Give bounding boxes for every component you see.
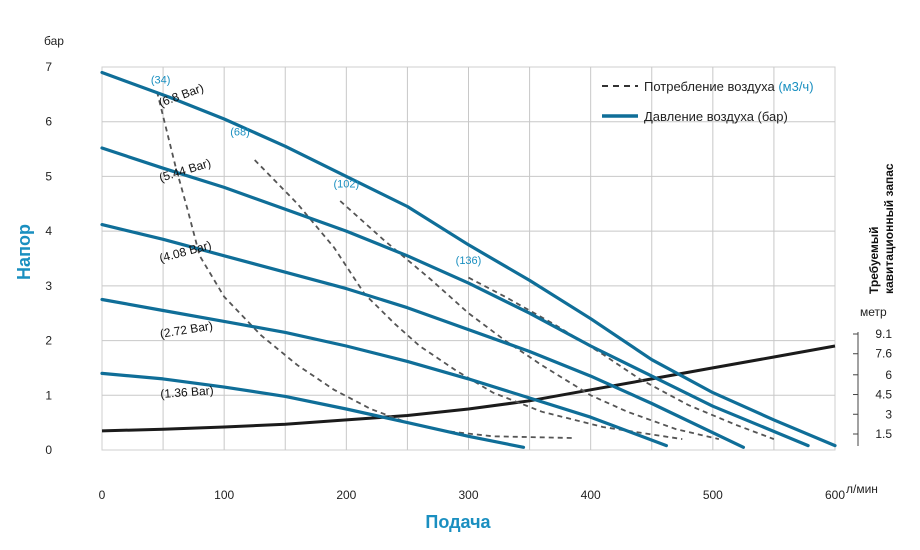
y-axis-title: Напор xyxy=(14,224,34,280)
air-consumption-curve xyxy=(468,276,775,440)
y-tick-label: 5 xyxy=(45,169,52,183)
pressure-curve-label: (2.72 Bar) xyxy=(159,319,214,341)
x-tick-label: 400 xyxy=(581,488,601,502)
x-tick-label: 200 xyxy=(336,488,356,502)
air-consumption-label: (102) xyxy=(333,178,359,190)
pressure-curve-label: (1.36 Bar) xyxy=(160,383,214,401)
pressure-curve xyxy=(100,70,837,448)
legend-air-unit: (м3/ч) xyxy=(778,79,813,94)
npsh-title-line2: кавитационный запас xyxy=(882,163,896,294)
npsh-axis: 9.1 7.6 6 4.5 3 1.5 xyxy=(853,327,892,446)
air-consumption-label: (34) xyxy=(151,74,171,86)
legend: Потребление воздуха (м3/ч) Давление возду… xyxy=(602,79,814,124)
x-unit-label: л/мин xyxy=(846,482,878,496)
y-tick-label: 3 xyxy=(45,279,52,293)
npsh-curve xyxy=(101,344,836,433)
y-tick-label: 6 xyxy=(45,115,52,129)
npsh-tick-label: 6 xyxy=(885,368,892,382)
x-tick-label: 500 xyxy=(703,488,723,502)
air-consumption-label: (68) xyxy=(230,126,250,138)
x-tick-label: 600 xyxy=(825,488,845,502)
pressure-curve xyxy=(100,146,810,448)
x-tick-label: 300 xyxy=(458,488,478,502)
legend-air-label: Потребление воздуха (м3/ч) xyxy=(644,79,814,94)
npsh-tick-label: 3 xyxy=(885,407,892,421)
labels: (6.8 Bar)(5.44 Bar)(4.08 Bar)(2.72 Bar)(… xyxy=(151,74,481,401)
pressure-curve xyxy=(100,371,526,449)
y-tick-label: 1 xyxy=(45,388,52,402)
y-tick-label: 2 xyxy=(45,334,52,348)
pressure-curve xyxy=(100,223,745,449)
npsh-tick-label: 9.1 xyxy=(875,327,892,341)
x-tick-label: 0 xyxy=(99,488,106,502)
grid xyxy=(101,66,836,451)
npsh-title-line1: Требуемый xyxy=(867,226,881,294)
air-consumption-curve xyxy=(254,159,683,440)
y-tick-label: 0 xyxy=(45,443,52,457)
pressure-curve-label: (4.08 Bar) xyxy=(158,238,213,265)
npsh-unit: метр xyxy=(860,305,887,319)
air-consumption-label: (136) xyxy=(456,255,482,267)
series xyxy=(100,70,837,449)
air-consumption-curve xyxy=(339,200,720,440)
pressure-curve xyxy=(100,297,668,448)
y-unit-label: бар xyxy=(44,34,64,48)
y-tick-label: 4 xyxy=(45,224,52,238)
x-tick-label: 100 xyxy=(214,488,234,502)
npsh-tick-label: 7.6 xyxy=(875,347,892,361)
y-tick-label: 7 xyxy=(45,60,52,74)
x-axis-title: Подача xyxy=(425,512,491,532)
npsh-tick-label: 4.5 xyxy=(875,388,892,402)
legend-pressure-label: Давление воздуха (бар) xyxy=(644,109,788,124)
axes: 0 100 200 300 400 500 600 0 1 2 3 4 5 6 7 xyxy=(45,60,845,502)
npsh-tick-label: 1.5 xyxy=(875,427,892,441)
legend-air-text: Потребление воздуха xyxy=(644,79,778,94)
